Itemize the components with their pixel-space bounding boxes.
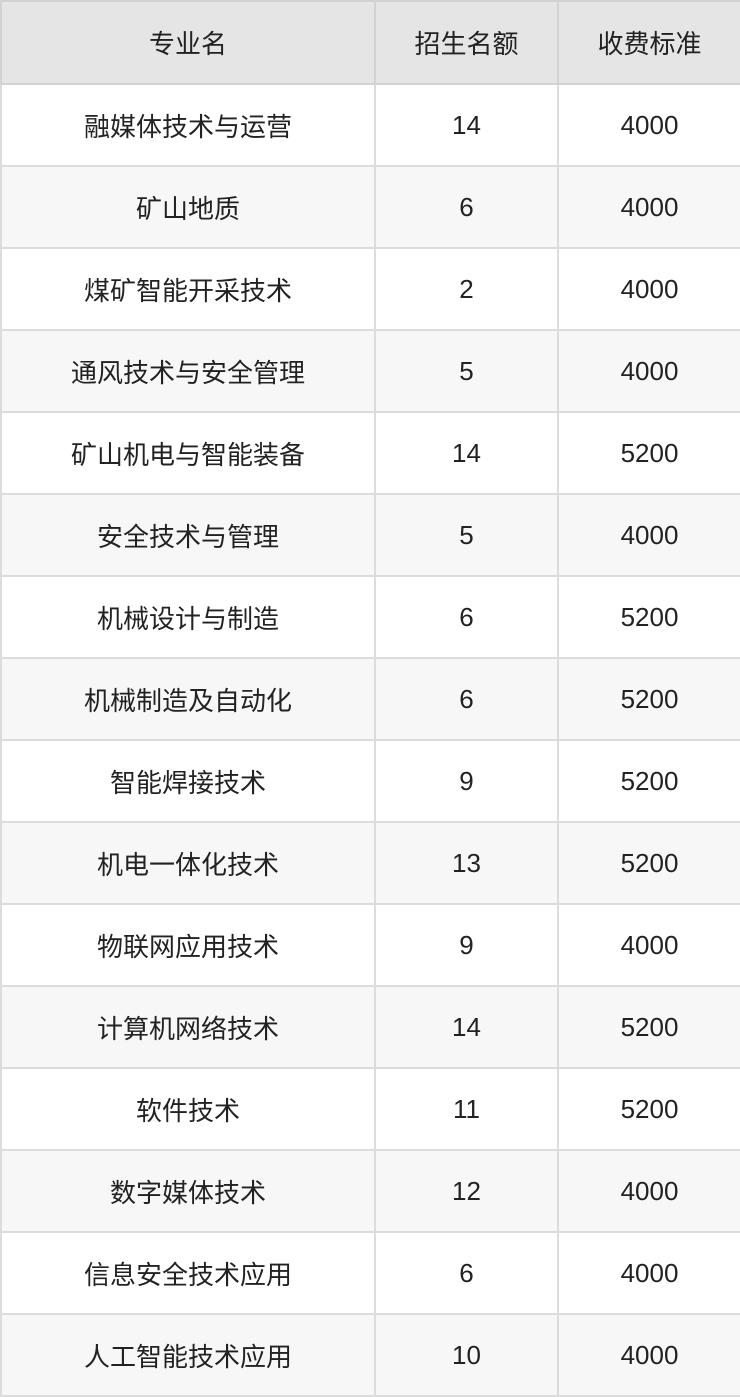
table-row: 机电一体化技术 13 5200	[0, 821, 740, 905]
header-quota: 招生名额	[374, 0, 559, 85]
cell-fee: 5200	[557, 657, 740, 741]
cell-quota: 6	[374, 575, 559, 659]
cell-quota: 12	[374, 1149, 559, 1233]
table-row: 通风技术与安全管理 5 4000	[0, 329, 740, 413]
cell-quota: 10	[374, 1313, 559, 1397]
cell-quota: 5	[374, 329, 559, 413]
cell-fee: 4000	[557, 165, 740, 249]
cell-fee: 5200	[557, 575, 740, 659]
cell-quota: 6	[374, 657, 559, 741]
table-row: 融媒体技术与运营 14 4000	[0, 83, 740, 167]
cell-major: 机械设计与制造	[0, 575, 376, 659]
cell-fee: 4000	[557, 1231, 740, 1315]
cell-fee: 4000	[557, 247, 740, 331]
header-fee: 收费标准	[557, 0, 740, 85]
cell-quota: 14	[374, 411, 559, 495]
table-row: 机械设计与制造 6 5200	[0, 575, 740, 659]
table-row: 安全技术与管理 5 4000	[0, 493, 740, 577]
table-row: 数字媒体技术 12 4000	[0, 1149, 740, 1233]
cell-major: 物联网应用技术	[0, 903, 376, 987]
cell-quota: 14	[374, 985, 559, 1069]
cell-major: 机电一体化技术	[0, 821, 376, 905]
cell-major: 矿山机电与智能装备	[0, 411, 376, 495]
header-row: 专业名 招生名额 收费标准	[0, 0, 740, 85]
header-major: 专业名	[0, 0, 376, 85]
cell-quota: 2	[374, 247, 559, 331]
cell-fee: 5200	[557, 411, 740, 495]
cell-quota: 9	[374, 739, 559, 823]
cell-major: 融媒体技术与运营	[0, 83, 376, 167]
cell-major: 软件技术	[0, 1067, 376, 1151]
cell-quota: 9	[374, 903, 559, 987]
table-row: 物联网应用技术 9 4000	[0, 903, 740, 987]
cell-major: 信息安全技术应用	[0, 1231, 376, 1315]
table-row: 矿山地质 6 4000	[0, 165, 740, 249]
table-row: 人工智能技术应用 10 4000	[0, 1313, 740, 1397]
cell-major: 机械制造及自动化	[0, 657, 376, 741]
table-row: 计算机网络技术 14 5200	[0, 985, 740, 1069]
cell-fee: 5200	[557, 821, 740, 905]
table-row: 矿山机电与智能装备 14 5200	[0, 411, 740, 495]
cell-fee: 4000	[557, 329, 740, 413]
cell-major: 计算机网络技术	[0, 985, 376, 1069]
cell-major: 数字媒体技术	[0, 1149, 376, 1233]
cell-fee: 4000	[557, 1149, 740, 1233]
cell-quota: 6	[374, 1231, 559, 1315]
cell-fee: 5200	[557, 1067, 740, 1151]
cell-fee: 5200	[557, 985, 740, 1069]
cell-fee: 4000	[557, 83, 740, 167]
table-row: 软件技术 11 5200	[0, 1067, 740, 1151]
cell-major: 安全技术与管理	[0, 493, 376, 577]
cell-quota: 6	[374, 165, 559, 249]
table-row: 机械制造及自动化 6 5200	[0, 657, 740, 741]
cell-fee: 5200	[557, 739, 740, 823]
cell-fee: 4000	[557, 493, 740, 577]
table-row: 煤矿智能开采技术 2 4000	[0, 247, 740, 331]
cell-major: 矿山地质	[0, 165, 376, 249]
cell-quota: 11	[374, 1067, 559, 1151]
table-row: 智能焊接技术 9 5200	[0, 739, 740, 823]
cell-major: 通风技术与安全管理	[0, 329, 376, 413]
cell-fee: 4000	[557, 903, 740, 987]
cell-quota: 5	[374, 493, 559, 577]
cell-quota: 14	[374, 83, 559, 167]
cell-quota: 13	[374, 821, 559, 905]
cell-major: 人工智能技术应用	[0, 1313, 376, 1397]
cell-major: 智能焊接技术	[0, 739, 376, 823]
cell-major: 煤矿智能开采技术	[0, 247, 376, 331]
cell-fee: 4000	[557, 1313, 740, 1397]
table-row: 信息安全技术应用 6 4000	[0, 1231, 740, 1315]
